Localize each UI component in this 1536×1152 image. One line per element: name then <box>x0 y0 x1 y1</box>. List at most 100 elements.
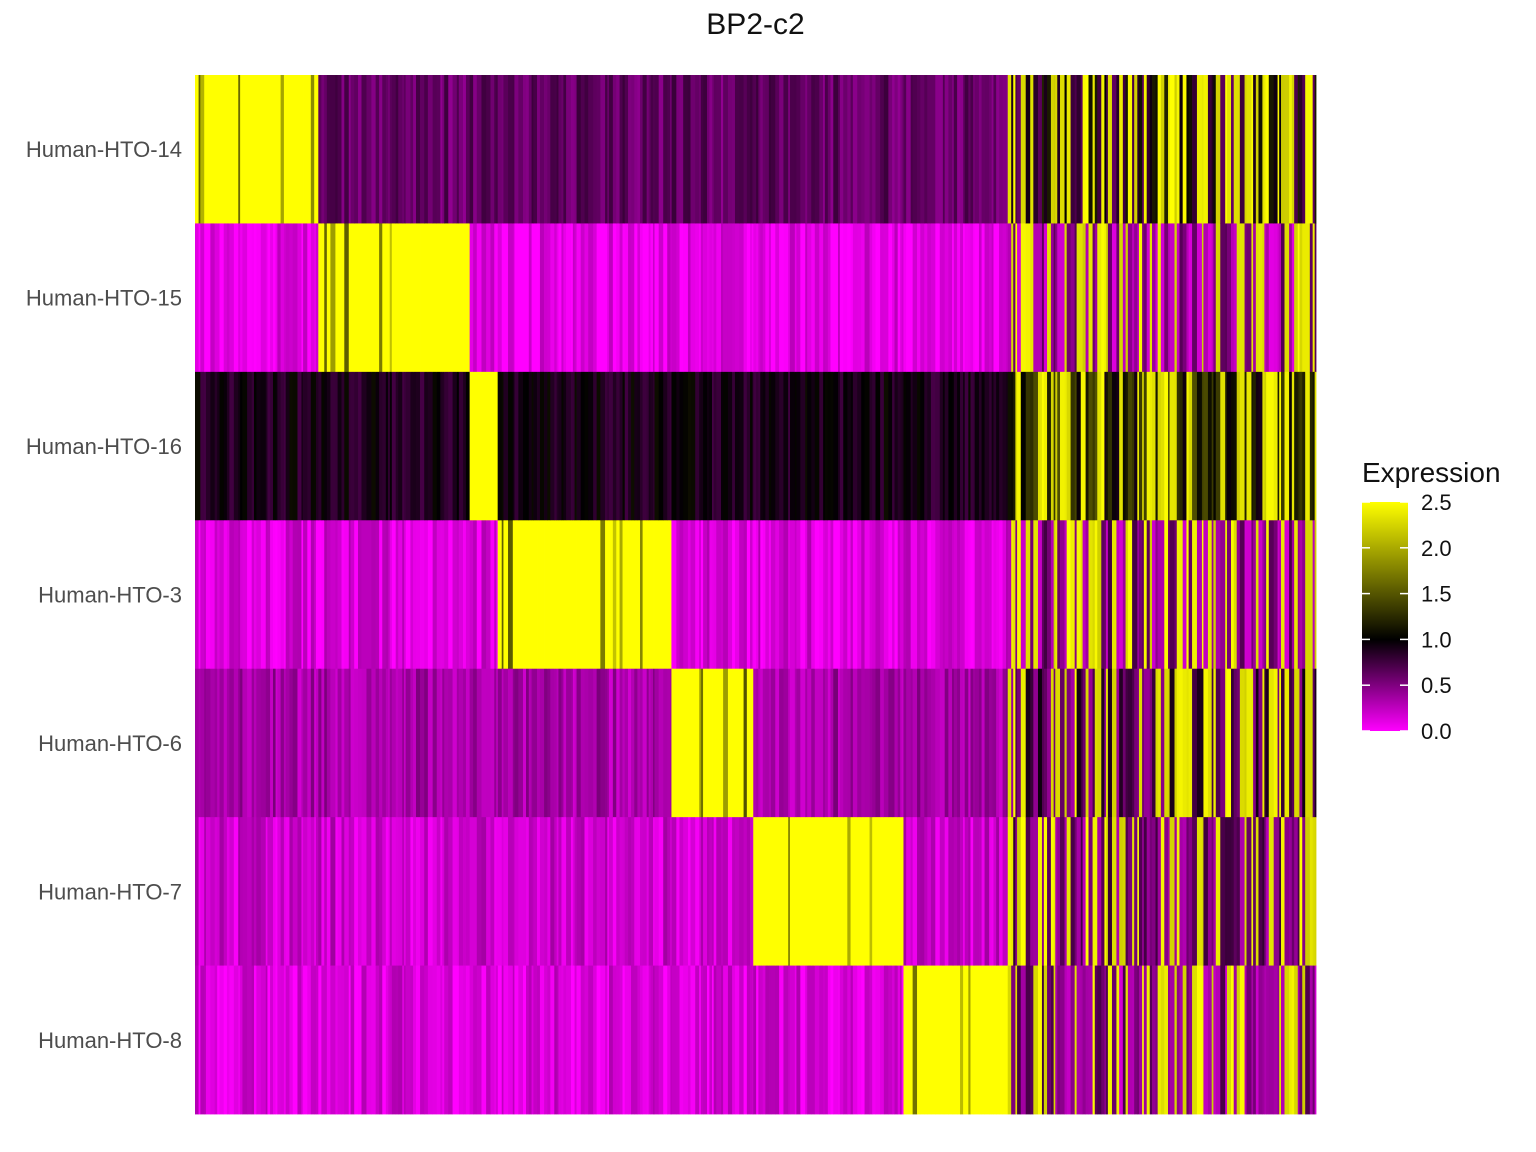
heatmap-cell <box>676 668 680 818</box>
heatmap-cell <box>869 668 873 818</box>
heatmap-cell <box>205 223 211 373</box>
heatmap-cell <box>619 817 623 966</box>
heatmap-cell <box>695 668 700 818</box>
heatmap-cell <box>277 223 282 373</box>
heatmap-cell <box>233 520 239 670</box>
heatmap-cell <box>497 371 503 521</box>
heatmap-cell <box>395 520 399 670</box>
heatmap-cell <box>528 668 532 818</box>
heatmap-cell <box>410 75 414 224</box>
heatmap-cell <box>1182 371 1187 521</box>
heatmap-cell <box>1220 520 1226 670</box>
heatmap-cell <box>1011 817 1014 966</box>
heatmap-cell <box>382 817 387 966</box>
heatmap-cell <box>605 371 608 521</box>
heatmap-cell <box>1188 223 1193 373</box>
heatmap-cell <box>1002 965 1007 1115</box>
heatmap-cell <box>198 371 201 521</box>
heatmap-cell <box>978 817 982 966</box>
heatmap-cell <box>537 668 541 818</box>
heatmap-cell <box>883 668 889 818</box>
heatmap-cell <box>1155 817 1159 966</box>
heatmap-cell <box>214 520 218 670</box>
heatmap-cell <box>894 75 899 224</box>
heatmap-cell <box>789 75 796 224</box>
heatmap-cell <box>775 75 780 224</box>
heatmap-cell <box>1179 371 1184 521</box>
heatmap-cell <box>924 520 928 670</box>
heatmap-cell <box>456 817 460 966</box>
heatmap-cell <box>1080 223 1083 373</box>
heatmap-cell <box>883 965 889 1115</box>
heatmap-cell <box>452 668 458 818</box>
heatmap-cell <box>746 668 751 818</box>
heatmap-cell <box>716 817 722 966</box>
heatmap-cell <box>1213 520 1217 670</box>
heatmap-cell <box>634 75 638 224</box>
heatmap-cell <box>1006 965 1009 1115</box>
heatmap-cell <box>952 75 955 224</box>
heatmap-cell <box>473 75 478 224</box>
heatmap-cell <box>522 965 527 1115</box>
heatmap-cell <box>1127 75 1133 224</box>
heatmap-cell <box>800 520 806 670</box>
heatmap-cell <box>758 817 761 966</box>
heatmap-cell <box>531 520 534 670</box>
heatmap-cell <box>247 75 253 224</box>
heatmap-cell <box>900 965 903 1115</box>
heatmap-cell <box>1176 817 1180 966</box>
heatmap-cell <box>1225 965 1228 1115</box>
heatmap-cell <box>1037 817 1043 966</box>
heatmap-cell <box>1030 371 1034 521</box>
heatmap-cell <box>1201 817 1204 966</box>
heatmap-cell <box>361 965 367 1115</box>
heatmap-cell <box>734 75 740 224</box>
heatmap-cell <box>1006 223 1009 373</box>
heatmap-cell <box>350 520 355 670</box>
heatmap-cell <box>210 965 216 1115</box>
heatmap-cell <box>379 965 383 1115</box>
heatmap-cell <box>861 817 865 966</box>
heatmap-cell <box>481 223 487 373</box>
heatmap-cell <box>699 223 702 373</box>
heatmap-cell <box>875 965 881 1115</box>
heatmap-cell <box>1092 668 1096 818</box>
heatmap-cell <box>200 965 205 1115</box>
heatmap-cell <box>1097 75 1102 224</box>
heatmap-cell <box>1211 371 1214 521</box>
heatmap-cell <box>508 668 514 818</box>
heatmap-cell <box>901 965 904 1115</box>
heatmap-cell <box>292 223 298 373</box>
heatmap-cell <box>1116 817 1120 966</box>
heatmap-cell <box>522 223 527 373</box>
heatmap-cell <box>973 668 976 818</box>
heatmap-cell <box>819 668 824 818</box>
heatmap-cell <box>734 965 740 1115</box>
heatmap-cell <box>716 371 722 521</box>
heatmap-cell <box>420 817 425 966</box>
heatmap-cell <box>1203 817 1209 966</box>
heatmap-cell <box>1002 520 1007 670</box>
heatmap-cell <box>875 668 881 818</box>
heatmap-cell <box>843 817 848 966</box>
heatmap-cell <box>1080 817 1083 966</box>
heatmap-cell <box>824 75 829 224</box>
heatmap-cell <box>768 75 772 224</box>
heatmap-cell <box>463 75 467 224</box>
heatmap-cell <box>964 371 969 521</box>
heatmap-cell <box>1203 520 1209 670</box>
heatmap-cell <box>1119 817 1124 966</box>
heatmap-cell <box>1127 817 1133 966</box>
heatmap-cell <box>533 75 538 224</box>
heatmap-cell <box>223 668 228 818</box>
heatmap-cell <box>410 965 414 1115</box>
heatmap-cell <box>272 371 276 521</box>
heatmap-cell <box>888 817 893 966</box>
heatmap-cell <box>283 965 287 1115</box>
heatmap-cell <box>996 817 1000 966</box>
heatmap-cell <box>783 965 789 1115</box>
heatmap-cell <box>1007 223 1012 373</box>
heatmap-cell <box>653 965 655 1115</box>
heatmap-cell <box>1314 371 1317 521</box>
heatmap-cell <box>1309 371 1314 521</box>
